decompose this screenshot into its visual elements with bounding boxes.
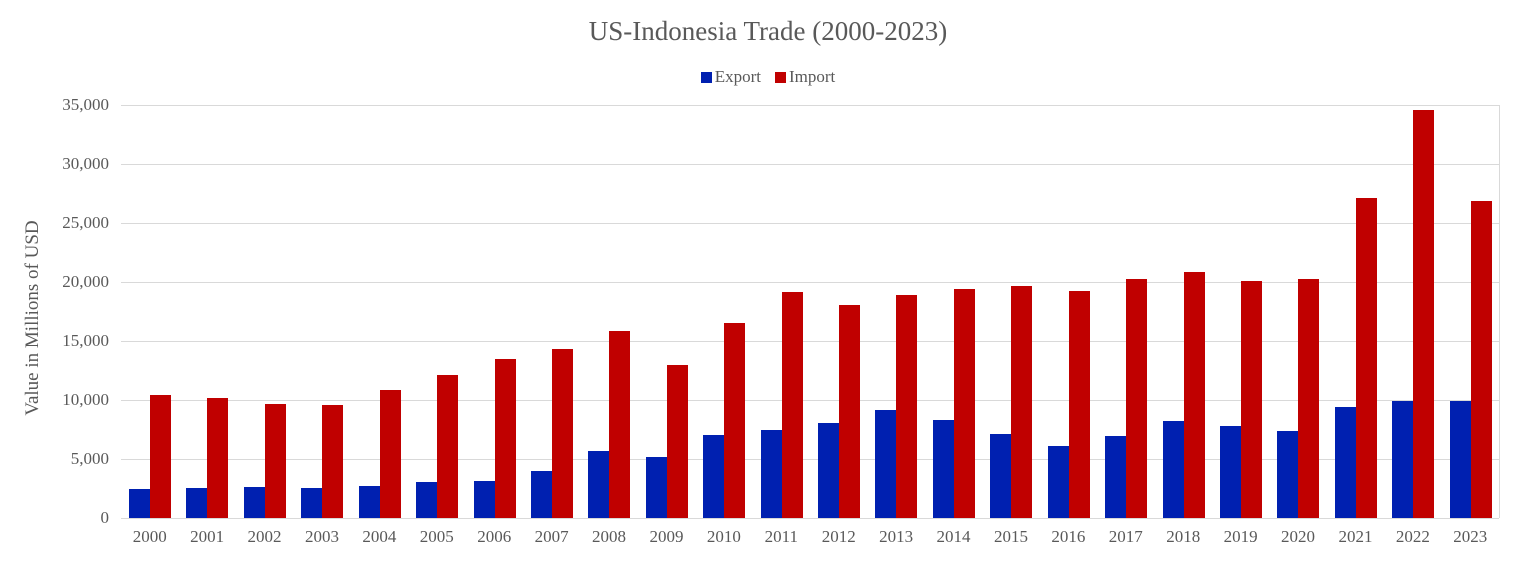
bar-import-2017 [1126,279,1148,518]
x-tick-label: 2015 [993,527,1028,546]
bar-import-2012 [839,304,860,518]
bar-export-2016 [1047,446,1069,518]
bar-import-2020 [1298,279,1320,518]
legend-item-export: Export [700,67,761,87]
bar-import-2009 [666,365,688,518]
y-tick-label: 15,000 [62,331,109,350]
bar-import-2021 [1355,198,1377,518]
legend-item-import: Import [775,67,835,87]
bar-export-2010 [703,435,725,518]
bar-export-2004 [358,485,380,518]
bar-import-2016 [1068,290,1090,518]
x-tick-label: 2013 [879,527,914,546]
gridline [121,341,1499,342]
bar-export-2003 [301,487,323,518]
bar-export-2011 [760,429,782,518]
bar-export-2013 [875,409,897,518]
x-tick-label: 2007 [534,527,569,546]
y-tick-label: 25,000 [62,213,109,232]
bar-export-2017 [1105,436,1127,518]
import-swatch-icon [775,71,786,83]
bar-import-2003 [322,404,344,518]
bar-export-2015 [990,433,1012,518]
bar-import-2000 [150,395,171,518]
x-tick-label: 2011 [764,527,798,546]
bar-import-2011 [781,291,803,518]
bar-import-2018 [1183,271,1205,518]
y-tick-label: 5,000 [70,449,109,468]
bar-import-2005 [437,375,459,518]
x-tick-label: 2012 [821,527,856,546]
x-tick-label: 2016 [1051,527,1086,546]
y-tick-label: 20,000 [62,272,109,291]
bar-export-2001 [186,487,208,518]
bar-import-2015 [1011,286,1033,518]
x-tick-label: 2000 [132,527,167,546]
x-tick-label: 2001 [190,527,225,546]
bar-export-2019 [1219,425,1241,518]
bar-import-2022 [1413,109,1435,518]
bar-export-2007 [530,470,552,518]
gridline [121,518,1499,519]
plot-area: 0 5,000 10,000 15,000 20,000 25,000 30,000 35,0… [62,95,1500,546]
bar-export-2008 [588,450,610,518]
bar-import-2013 [896,294,918,518]
x-tick-label: 2017 [1108,527,1143,546]
legend-label-export: Export [714,67,761,86]
bar-export-2023 [1449,401,1471,518]
bar-export-2022 [1392,401,1414,518]
bar-import-2008 [609,330,631,518]
x-tick-label: 2005 [419,527,454,546]
x-tick-label: 2003 [304,527,339,546]
x-tick-label: 2018 [1166,527,1201,546]
bar-import-2014 [953,289,975,518]
x-tick-label: 2021 [1338,527,1373,546]
bar-export-2012 [818,423,839,518]
y-tick-label: 0 [100,508,110,527]
bar-import-2002 [264,403,286,518]
legend-label-import: Import [789,67,836,86]
export-swatch-icon [700,71,712,83]
bar-export-2018 [1162,421,1184,518]
x-tick-label: 2014 [936,527,971,546]
bar-export-2006 [473,480,495,518]
y-tick-label: 35,000 [62,95,109,114]
legend: Export Import [0,67,1536,87]
gridline [121,105,1499,106]
x-tick-label: 2010 [706,527,741,546]
bar-export-2005 [416,481,438,518]
x-tick-label: 2006 [477,527,512,546]
x-tick-label: 2020 [1281,527,1316,546]
gridline [121,459,1499,460]
y-axis-label: Value in Millions of USD [22,220,43,416]
bar-export-2002 [243,486,265,518]
bar-export-2020 [1277,430,1299,518]
y-tick-label: 30,000 [62,154,109,173]
bar-import-2006 [494,359,516,518]
x-tick-label: 2023 [1453,527,1488,546]
gridline [121,164,1499,165]
bar-import-2007 [551,348,573,518]
gridline [121,282,1499,283]
x-tick-label: 2009 [649,527,684,546]
x-tick-label: 2008 [592,527,627,546]
bar-import-2019 [1240,280,1262,518]
x-tick-label: 2019 [1223,527,1258,546]
bar-export-2009 [645,457,667,518]
x-tick-label: 2002 [247,527,282,546]
x-tick-label: 2004 [362,527,397,546]
bar-export-2014 [932,420,954,518]
x-tick-label: 2022 [1395,527,1430,546]
bar-import-2023 [1470,201,1492,518]
bar-import-2010 [724,323,746,518]
bar-export-2021 [1334,406,1356,518]
bar-export-2000 [129,488,150,518]
gridline [121,223,1499,224]
y-tick-label: 10,000 [62,390,109,409]
bar-import-2001 [207,398,229,518]
gridline [121,400,1499,401]
bar-import-2004 [379,389,401,518]
chart-title: US-Indonesia Trade (2000-2023) [588,16,948,46]
